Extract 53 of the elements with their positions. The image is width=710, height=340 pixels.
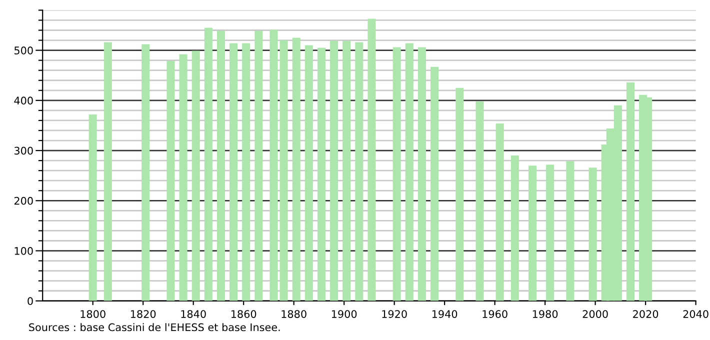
x-tick-label: 1920 xyxy=(382,310,407,318)
bar xyxy=(270,30,278,301)
bar xyxy=(179,54,188,301)
bar xyxy=(510,156,519,301)
y-tick-label: 500 xyxy=(14,46,33,54)
y-tick-label: 200 xyxy=(14,196,33,205)
bar xyxy=(566,161,574,301)
y-tick-label: 300 xyxy=(14,146,33,155)
bar xyxy=(330,40,338,301)
x-tick-label: 1840 xyxy=(181,310,206,318)
x-tick-label: 1900 xyxy=(332,310,357,318)
x-tick-label: 2020 xyxy=(633,310,658,318)
bar xyxy=(342,40,351,301)
bar xyxy=(142,44,150,301)
bar xyxy=(280,40,288,301)
bar xyxy=(418,47,426,301)
source-note: Sources : base Cassini de l'EHESS et base Insee. xyxy=(29,323,280,332)
bar xyxy=(317,48,326,301)
x-tick-label: 1880 xyxy=(282,310,306,318)
y-tick-label: 0 xyxy=(28,297,33,306)
bar xyxy=(204,28,212,301)
bar xyxy=(216,30,225,301)
bar xyxy=(355,42,364,301)
bar xyxy=(476,101,484,301)
bar xyxy=(392,47,401,301)
x-tick-label: 1940 xyxy=(432,310,458,318)
bar xyxy=(405,43,414,301)
bar xyxy=(546,164,554,301)
bar xyxy=(88,114,97,301)
bar xyxy=(242,43,250,301)
x-tick-label: 1800 xyxy=(80,310,106,318)
x-tick-label: 1820 xyxy=(130,310,156,318)
bar xyxy=(528,166,537,301)
x-tick-label: 2040 xyxy=(683,310,708,318)
bar xyxy=(456,88,464,301)
bar xyxy=(368,18,376,301)
y-tick-label: 100 xyxy=(14,247,33,255)
bar xyxy=(292,38,300,301)
x-tick-label: 2000 xyxy=(582,310,608,318)
bar xyxy=(430,66,439,301)
bar xyxy=(192,50,200,301)
y-tick-label: 400 xyxy=(14,96,33,105)
bar xyxy=(304,45,313,301)
bar xyxy=(104,42,112,301)
x-tick-label: 1960 xyxy=(482,310,508,318)
bar xyxy=(588,168,597,301)
bar xyxy=(254,30,263,301)
bar xyxy=(166,60,175,301)
x-tick-label: 1980 xyxy=(532,310,558,318)
bar xyxy=(496,123,504,301)
x-tick-label: 1860 xyxy=(231,310,256,318)
bar xyxy=(626,82,634,301)
bar xyxy=(230,43,238,301)
